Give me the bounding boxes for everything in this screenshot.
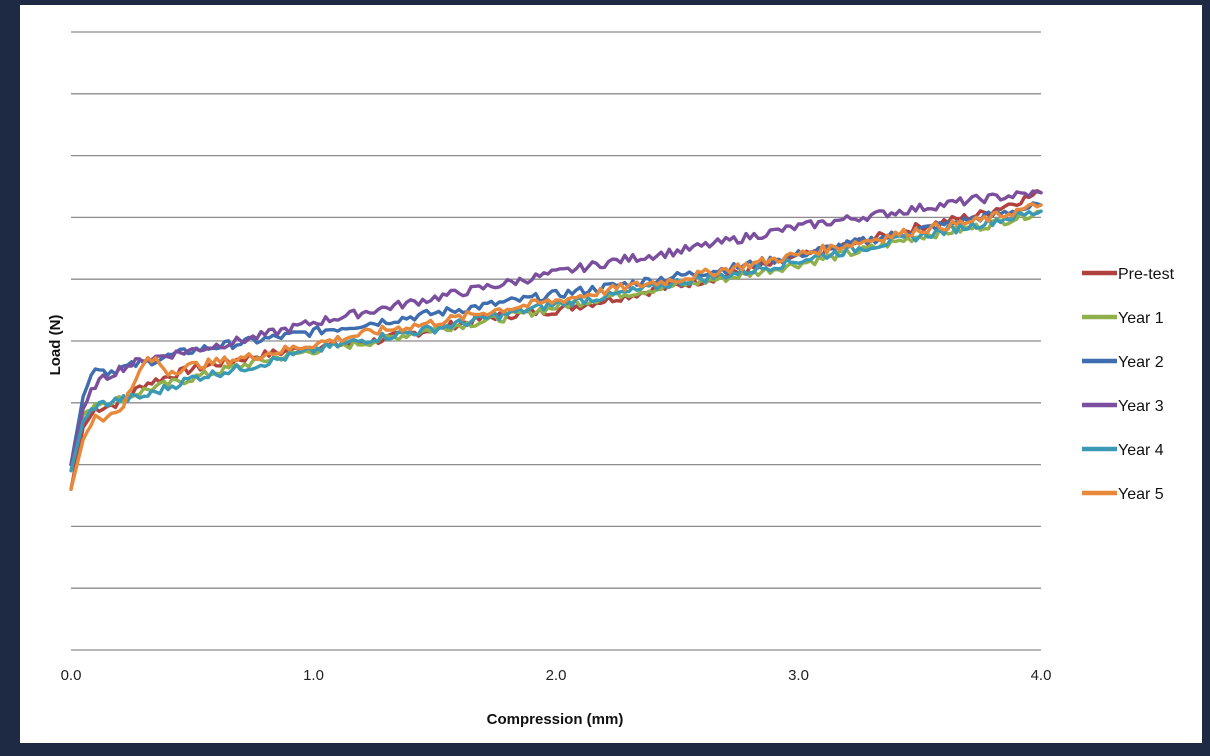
series-line-year-3 bbox=[69, 189, 1043, 467]
x-tick-label: 1.0 bbox=[303, 667, 324, 684]
series-line-pre-test bbox=[69, 189, 1043, 491]
x-axis-title: Compression (mm) bbox=[487, 711, 624, 728]
legend-label: Year 3 bbox=[1118, 398, 1164, 415]
x-tick-label: 2.0 bbox=[546, 667, 567, 684]
legend-label: Pre-test bbox=[1118, 266, 1175, 283]
series-line-year-1 bbox=[69, 209, 1043, 467]
series-line-year-5 bbox=[69, 202, 1043, 491]
chart-panel: 0.0 1.0 2.0 3.0 4.0 Compression (mm) Load (N… bbox=[20, 5, 1202, 743]
legend-label: Year 2 bbox=[1118, 354, 1164, 371]
legend: Pre-test Year 1 Year 2 Year 3 Year 4 Year 5 bbox=[1082, 266, 1175, 503]
x-tick-labels: 0.0 1.0 2.0 3.0 4.0 bbox=[61, 667, 1052, 684]
x-tick-label: 3.0 bbox=[788, 667, 809, 684]
x-tick-label: 4.0 bbox=[1031, 667, 1052, 684]
legend-label: Year 5 bbox=[1118, 486, 1164, 503]
x-tick-label: 0.0 bbox=[61, 667, 82, 684]
legend-label: Year 4 bbox=[1118, 442, 1164, 459]
y-axis-title: Load (N) bbox=[47, 315, 64, 376]
series-line-year-4 bbox=[69, 209, 1043, 473]
series-lines bbox=[69, 189, 1043, 491]
legend-label: Year 1 bbox=[1118, 310, 1164, 327]
gridlines bbox=[71, 31, 1041, 651]
load-compression-chart: 0.0 1.0 2.0 3.0 4.0 Compression (mm) Load (N… bbox=[47, 31, 1175, 728]
